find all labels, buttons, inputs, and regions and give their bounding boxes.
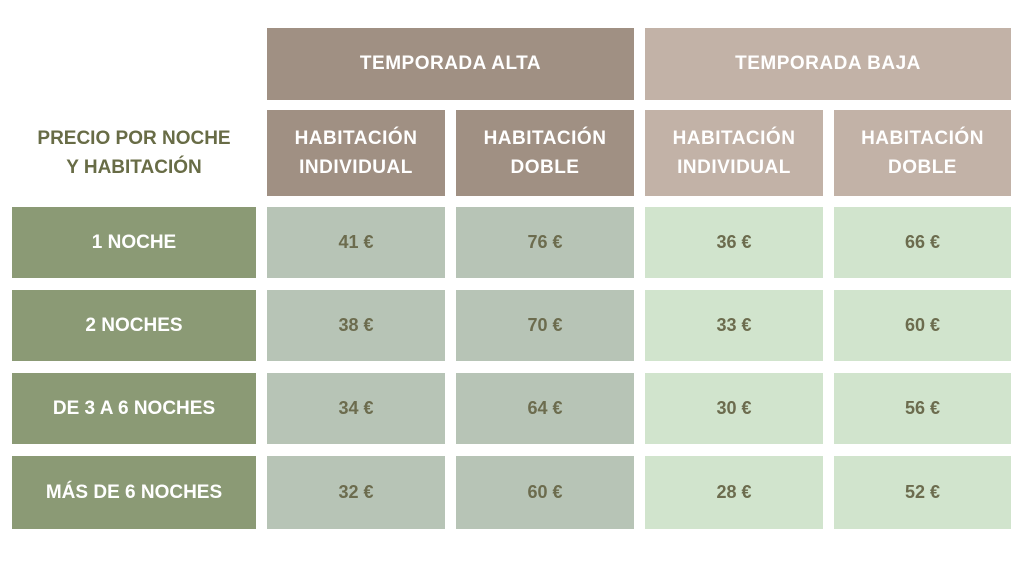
row-label-2-noches: 2 NOCHES bbox=[12, 290, 256, 361]
room-header-baja-individual: HABITACIÓN INDIVIDUAL bbox=[645, 110, 823, 196]
room-header-alta-doble: HABITACIÓN DOBLE bbox=[456, 110, 634, 196]
season-header-alta: TEMPORADA ALTA bbox=[267, 28, 634, 100]
row-label-3-a-6-noches: DE 3 A 6 NOCHES bbox=[12, 373, 256, 444]
room-header-line: HABITACIÓN bbox=[861, 128, 984, 149]
room-header-baja-doble: HABITACIÓN DOBLE bbox=[834, 110, 1011, 196]
price-cell: 64 € bbox=[456, 373, 634, 444]
corner-label-line-2: Y HABITACIÓN bbox=[66, 157, 202, 178]
price-cell: 34 € bbox=[267, 373, 445, 444]
price-cell: 76 € bbox=[456, 207, 634, 278]
room-header-line: HABITACIÓN bbox=[483, 128, 607, 149]
row-label-1-noche: 1 NOCHE bbox=[12, 207, 256, 278]
room-header-line: DOBLE bbox=[510, 157, 580, 178]
price-cell: 36 € bbox=[645, 207, 823, 278]
price-cell: 30 € bbox=[645, 373, 823, 444]
price-cell: 32 € bbox=[267, 456, 445, 529]
price-cell: 56 € bbox=[834, 373, 1011, 444]
room-header-alta-individual: HABITACIÓN INDIVIDUAL bbox=[267, 110, 445, 196]
price-per-night-label: PRECIO POR NOCHE Y HABITACIÓN bbox=[10, 110, 258, 196]
price-cell: 38 € bbox=[267, 290, 445, 361]
room-header-line: INDIVIDUAL bbox=[677, 157, 791, 178]
room-header-line: INDIVIDUAL bbox=[299, 157, 413, 178]
room-header-line: HABITACIÓN bbox=[672, 128, 796, 149]
season-header-baja: TEMPORADA BAJA bbox=[645, 28, 1011, 100]
price-cell: 70 € bbox=[456, 290, 634, 361]
row-label-mas-de-6-noches: MÁS DE 6 NOCHES bbox=[12, 456, 256, 529]
price-cell: 60 € bbox=[834, 290, 1011, 361]
corner-label-line-1: PRECIO POR NOCHE bbox=[37, 128, 231, 149]
price-cell: 33 € bbox=[645, 290, 823, 361]
price-cell: 52 € bbox=[834, 456, 1011, 529]
price-cell: 66 € bbox=[834, 207, 1011, 278]
price-cell: 28 € bbox=[645, 456, 823, 529]
room-header-line: HABITACIÓN bbox=[294, 128, 418, 149]
price-cell: 60 € bbox=[456, 456, 634, 529]
room-header-line: DOBLE bbox=[887, 157, 957, 178]
price-cell: 41 € bbox=[267, 207, 445, 278]
